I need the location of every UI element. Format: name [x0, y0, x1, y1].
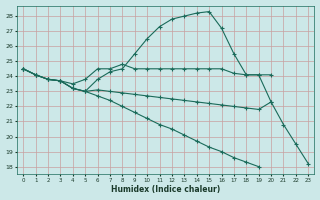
X-axis label: Humidex (Indice chaleur): Humidex (Indice chaleur)	[111, 185, 220, 194]
